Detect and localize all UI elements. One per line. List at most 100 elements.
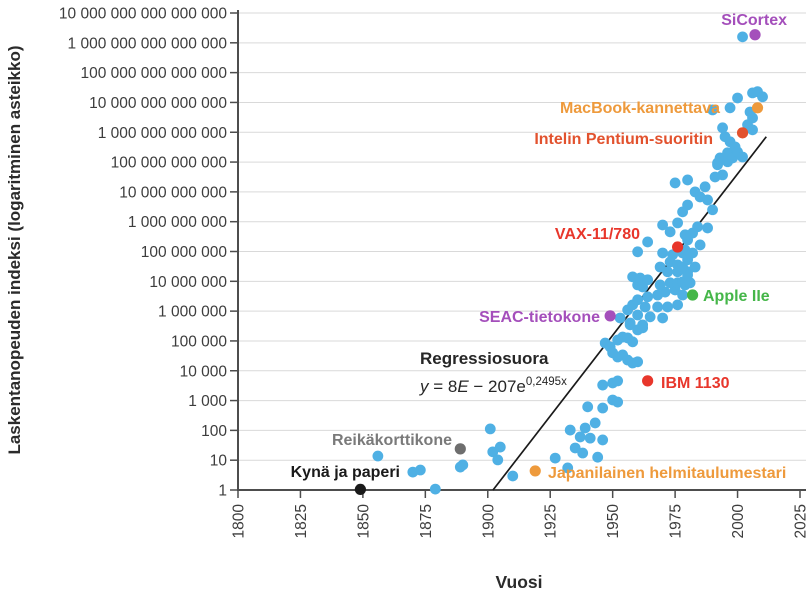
annotation-label-vax: VAX-11/780: [555, 226, 640, 243]
data-point: [672, 299, 684, 311]
x-tick-label: 1850: [355, 504, 372, 539]
data-point: [597, 434, 609, 446]
x-tick-label: 1950: [605, 504, 622, 539]
annotation-sicortex: SiCortex: [721, 12, 787, 41]
annotation-label-abacus: Japanilainen helmitaulumestari: [548, 465, 786, 482]
annotation-abacus: Japanilainen helmitaulumestari: [529, 465, 786, 482]
x-tick-label: 1900: [480, 504, 497, 539]
y-tick-label: 10 000 000: [149, 274, 227, 291]
data-point: [597, 379, 609, 391]
data-point: [644, 311, 656, 323]
data-point: [612, 375, 624, 387]
annotation-macbook: MacBook-kannettava: [560, 100, 764, 117]
annotation-pentium: Intelin Pentium-suoritin: [534, 127, 749, 148]
data-point: [612, 396, 624, 408]
annotation-dot-vax: [672, 241, 684, 253]
annotation-seac: SEAC-tietokone: [479, 309, 616, 326]
annotation-apple-iie: Apple IIe: [686, 288, 770, 305]
data-point: [677, 289, 689, 301]
data-point: [642, 291, 654, 303]
data-point: [507, 470, 519, 482]
data-point: [702, 222, 713, 234]
annotation-label-apple-iie: Apple IIe: [703, 288, 770, 305]
annotation-punch-card: Reikäkorttikone: [332, 432, 466, 455]
annotation-ibm-1130: IBM 1130: [642, 375, 730, 392]
data-point: [664, 277, 676, 289]
annotation-label-sicortex: SiCortex: [721, 12, 787, 29]
data-point: [657, 219, 669, 231]
regression-label: Regressiosuora: [420, 349, 549, 368]
data-point: [642, 236, 654, 248]
y-tick-label: 100: [201, 423, 227, 440]
data-point: [484, 423, 496, 435]
annotation-dot-seac: [604, 310, 616, 322]
data-point: [569, 442, 581, 454]
data-point: [702, 194, 713, 206]
data-point: [717, 169, 728, 181]
y-tick-label: 1 000 000 000: [128, 214, 228, 231]
y-tick-label: 100 000 000: [141, 244, 228, 261]
y-tick-label: 10 000: [180, 363, 228, 380]
annotation-dot-macbook: [751, 102, 764, 114]
data-point: [682, 174, 693, 186]
data-point: [614, 312, 626, 324]
data-point: [692, 221, 703, 233]
data-point: [372, 450, 384, 462]
data-point: [564, 424, 576, 436]
data-point: [707, 104, 718, 116]
data-point: [592, 451, 604, 463]
data-point: [657, 247, 669, 259]
data-point: [717, 122, 728, 134]
data-point: [584, 432, 596, 444]
y-tick-label: 100 000 000 000: [111, 155, 228, 172]
data-point: [672, 217, 684, 229]
y-tick-label: 100 000 000 000 000: [80, 65, 227, 82]
x-tick-label: 1925: [543, 504, 560, 538]
annotation-dot-ibm-1130: [642, 375, 654, 387]
data-point: [677, 206, 689, 218]
annotation-label-seac: SEAC-tietokone: [479, 309, 600, 326]
y-tick-label: 100 000: [171, 333, 227, 350]
data-point: [589, 417, 601, 429]
annotation-label-macbook: MacBook-kannettava: [560, 100, 720, 117]
data-point: [494, 441, 506, 453]
annotation-dot-pen-paper: [354, 483, 366, 496]
x-axis: 1800 1825 1850 1875 1900 1925 1950 1975 2000 2025: [231, 490, 810, 538]
annotation-pen-paper: Kynä ja paperi: [291, 464, 400, 496]
data-point: [737, 151, 748, 163]
data-point: [662, 266, 674, 278]
annotation-dot-sicortex: [749, 29, 761, 41]
data-point: [562, 462, 574, 474]
x-tick-label: 1975: [668, 504, 685, 538]
data-point: [632, 309, 644, 321]
data-point: [669, 177, 681, 189]
data-point: [682, 269, 693, 281]
data-point: [699, 181, 711, 193]
data-point: [632, 294, 644, 306]
data-point: [757, 91, 768, 103]
annotation-dot-apple-iie: [686, 289, 699, 301]
data-point: [429, 483, 441, 495]
x-tick-label: 1800: [231, 504, 248, 539]
annotation-dot-pentium: [736, 127, 749, 139]
annotation-label-ibm-1130: IBM 1130: [661, 375, 730, 392]
x-tick-label: 1825: [293, 504, 310, 538]
y-tick-label: 10 000 000 000 000 000: [59, 6, 227, 23]
y-tick-label: 1 000 000 000 000: [98, 125, 228, 142]
data-point: [682, 251, 693, 263]
x-tick-label: 1875: [418, 504, 435, 538]
x-axis-title: Vuosi: [495, 572, 543, 592]
data-point: [624, 317, 636, 329]
data-point: [549, 452, 561, 464]
data-point: [597, 402, 609, 414]
y-tick-label: 1: [218, 483, 227, 500]
data-point: [457, 459, 469, 471]
data-point: [679, 229, 691, 241]
annotations: SiCortex MacBook-kannettava Intelin Pentiu…: [291, 12, 787, 496]
data-point: [664, 226, 676, 238]
data-point: [637, 319, 649, 331]
annotation-dot-abacus: [529, 465, 541, 477]
data-point: [582, 401, 594, 413]
data-point: [654, 279, 666, 291]
